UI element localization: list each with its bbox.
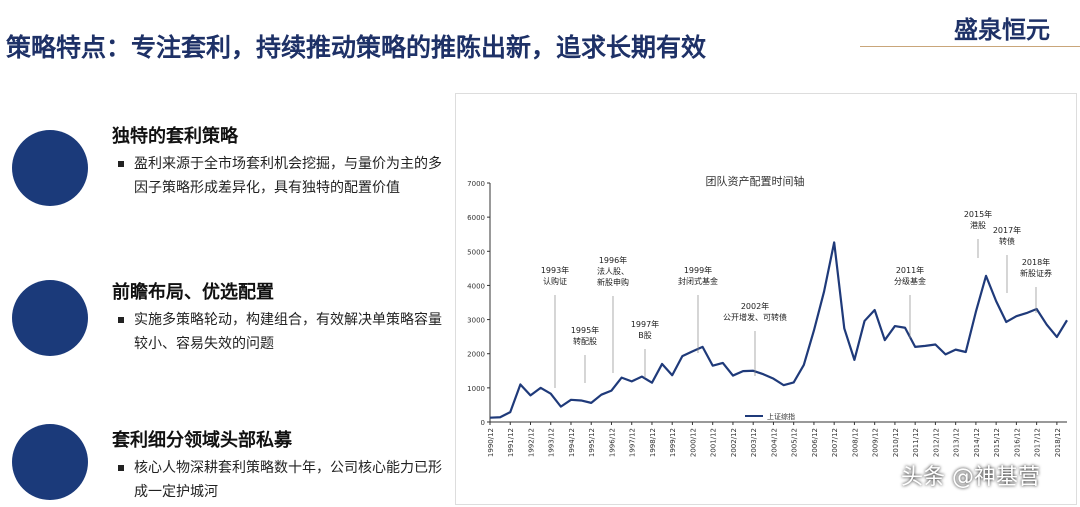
x-tick-label: 2015/12 [993, 428, 1001, 457]
annotation: 分级基金 [894, 276, 926, 286]
annotation: 2017年 [993, 225, 1021, 235]
annotation: 新股证券 [1020, 268, 1052, 278]
x-tick-label: 1990/12 [487, 428, 495, 457]
x-tick-label: 2003/12 [750, 428, 758, 457]
x-tick-label: 2001/12 [710, 428, 718, 457]
legend-label: 上证综指 [767, 412, 795, 421]
x-tick-label: 2017/12 [1034, 428, 1042, 457]
icon [12, 424, 88, 500]
annotation: 公开增发、可转债 [723, 312, 787, 322]
y-tick-label: 1000 [467, 385, 485, 393]
annotation: 1993年 [541, 265, 569, 275]
x-tick-label: 1998/12 [649, 428, 657, 457]
feature-text: 实施多策略轮动，构建组合，有效解决单策略容量较小、容易失效的问题 [118, 308, 454, 356]
y-tick-label: 3000 [467, 317, 485, 325]
annotation: 新股申购 [597, 277, 629, 287]
annotation: 2002年 [741, 301, 769, 311]
x-tick-label: 1997/12 [629, 428, 637, 457]
chart-title: 团队资产配置时间轴 [706, 174, 805, 188]
y-tick-label: 6000 [467, 214, 485, 222]
annotation: 转配股 [573, 336, 597, 346]
x-tick-label: 1993/12 [548, 428, 556, 457]
x-tick-label: 1999/12 [669, 428, 677, 457]
watermark: 头条 @神基营 [901, 465, 1040, 490]
x-tick-label: 1991/12 [507, 428, 515, 457]
y-tick-label: 2000 [467, 351, 485, 359]
annotation: 港股 [970, 220, 986, 230]
chart: 团队资产配置时间轴 0 1000 2000 3000 4000 5000 6000 7000 1… [455, 93, 1077, 505]
feature-text: 盈利来源于全市场套利机会挖掘，与量价为主的多因子策略形成差异化，具有独特的配置价… [118, 152, 454, 200]
x-tick-label: 2011/12 [912, 428, 920, 457]
y-tick-label: 5000 [467, 248, 485, 256]
x-tick-label: 2007/12 [831, 428, 839, 457]
annotation: 1995年 [571, 325, 599, 335]
annotation: 转债 [999, 236, 1015, 246]
x-tick-label: 2008/12 [851, 428, 859, 457]
x-tick-label: 2006/12 [811, 428, 819, 457]
annotation: 2015年 [964, 209, 992, 219]
y-tick-label: 0 [481, 419, 485, 427]
logo: 盛泉恒元 [954, 16, 1050, 44]
icon [12, 280, 88, 356]
annotation: 1996年 [599, 255, 627, 265]
page-title: 策略特点：专注套利，持续推动策略的推陈出新，追求长期有效 [6, 33, 707, 62]
x-tick-label: 2004/12 [770, 428, 778, 457]
x-tick-label: 2002/12 [730, 428, 738, 457]
header-rule [860, 46, 1080, 47]
feature-title: 前瞻布局、优选配置 [112, 282, 274, 303]
annotation: 法人股、 [597, 266, 629, 276]
x-tick-label: 2005/12 [791, 428, 799, 457]
y-tick-label: 7000 [467, 180, 485, 188]
annotation: 1999年 [684, 265, 712, 275]
feature-text: 核心人物深耕套利策略数十年，公司核心能力已形成一定护城河 [118, 456, 454, 504]
annotation: 2018年 [1022, 257, 1050, 267]
y-tick-label: 4000 [467, 282, 485, 290]
icon [12, 130, 88, 206]
x-tick-label: 1995/12 [588, 428, 596, 457]
x-tick-label: 1992/12 [527, 428, 535, 457]
x-tick-label: 2012/12 [932, 428, 940, 457]
x-tick-label: 2018/12 [1054, 428, 1062, 457]
annotation: B股 [638, 331, 652, 340]
x-tick-label: 2010/12 [892, 428, 900, 457]
chart-frame [455, 93, 1077, 505]
annotation: 封闭式基金 [678, 276, 718, 286]
feature-title: 套利细分领域头部私募 [112, 430, 292, 451]
annotation: 认购证 [543, 276, 567, 286]
x-tick-label: 2016/12 [1013, 428, 1021, 457]
x-tick-label: 2013/12 [953, 428, 961, 457]
data-line [489, 241, 1068, 419]
annotation: 2011年 [896, 265, 924, 275]
annotation: 1997年 [631, 319, 659, 329]
x-tick-label: 1994/12 [568, 428, 576, 457]
x-tick-label: 1996/12 [608, 428, 616, 457]
feature-title: 独特的套利策略 [112, 126, 238, 147]
x-tick-label: 2014/12 [973, 428, 981, 457]
x-tick-label: 2009/12 [872, 428, 880, 457]
x-tick-label: 2000/12 [689, 428, 697, 457]
